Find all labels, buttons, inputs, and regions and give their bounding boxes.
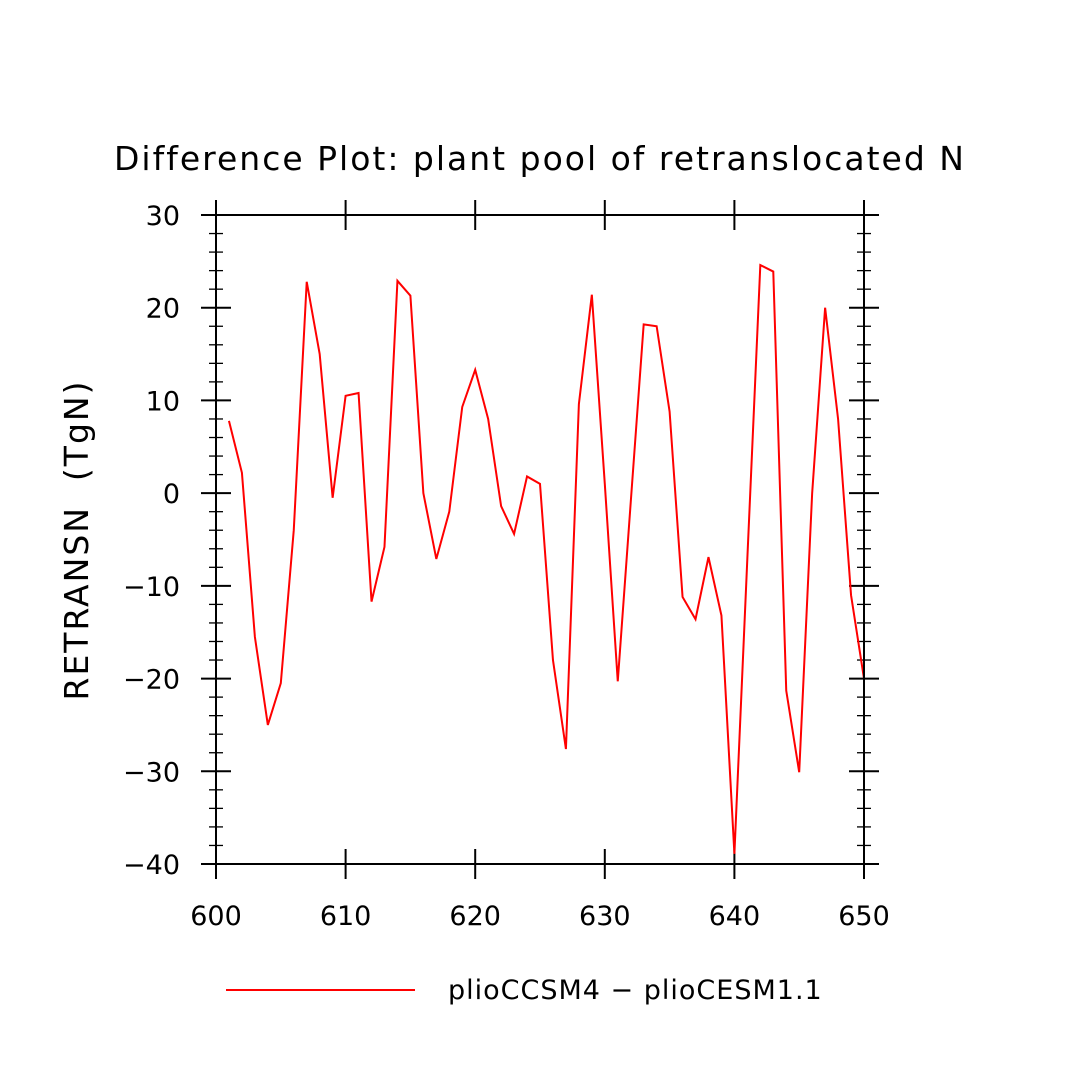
minor-ticks — [209, 232, 871, 847]
chart-title: Difference Plot: plant pool of retranslo… — [114, 139, 966, 178]
y-tick-label: −30 — [123, 757, 180, 788]
plot-frame — [215, 214, 865, 865]
x-tick-label: 620 — [449, 901, 501, 932]
x-tick-label: 630 — [579, 901, 631, 932]
legend-label: plioCCSM4 − plioCESM1.1 — [448, 975, 823, 1006]
major-ticks — [201, 200, 879, 879]
x-tick-label: 610 — [320, 901, 372, 932]
x-tick-label: 650 — [838, 901, 890, 932]
y-tick-label: −10 — [123, 572, 180, 603]
y-tick-label: 20 — [146, 294, 180, 325]
y-tick-label: 30 — [146, 201, 180, 232]
x-tick-labels: 600 610 620 630 640 650 — [190, 901, 890, 932]
y-tick-label: −20 — [123, 665, 180, 696]
series-line — [227, 263, 865, 854]
x-tick-label: 640 — [709, 901, 761, 932]
legend: plioCCSM4 − plioCESM1.1 — [226, 975, 823, 1006]
y-tick-label: 0 — [163, 479, 180, 510]
y-tick-labels: −40 −30 −20 −10 0 10 20 30 — [123, 201, 180, 881]
y-tick-label: −40 — [123, 850, 180, 881]
y-axis-label: RETRANSN (TgN) — [57, 380, 96, 701]
y-tick-label: 10 — [146, 386, 180, 417]
series-layer — [227, 263, 865, 854]
x-tick-label: 600 — [190, 901, 242, 932]
